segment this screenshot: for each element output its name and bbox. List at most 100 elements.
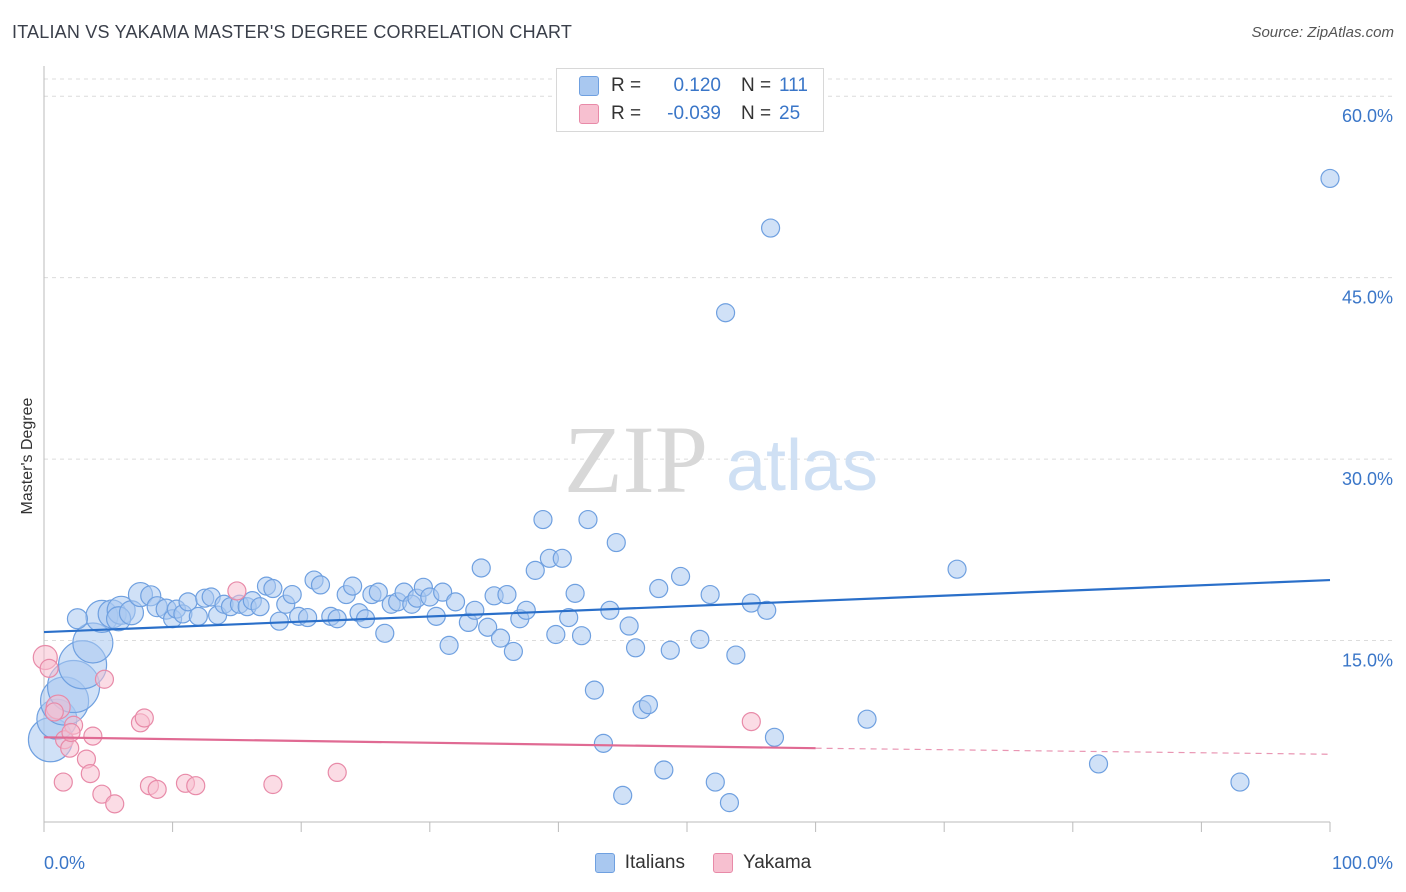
point-yakama bbox=[44, 702, 64, 722]
point-yakama bbox=[92, 784, 112, 804]
point-italians bbox=[857, 709, 877, 729]
point-italians bbox=[670, 566, 691, 587]
series-legend-yakama: Yakama bbox=[712, 852, 812, 874]
series-legend: Italians Yakama bbox=[0, 852, 1406, 874]
point-italians bbox=[66, 608, 89, 630]
legend-swatch-italians bbox=[579, 76, 599, 96]
legend-r-label: R = bbox=[611, 75, 642, 96]
legend-n-value: 25 bbox=[779, 103, 801, 124]
point-italians bbox=[705, 772, 725, 792]
watermark: ZIP atlas bbox=[564, 406, 878, 513]
legend-n-value: 111 bbox=[779, 75, 808, 96]
point-italians bbox=[578, 509, 598, 530]
watermark-atlas: atlas bbox=[726, 426, 878, 506]
series-legend-italians: Italians bbox=[594, 852, 685, 874]
point-yakama bbox=[327, 762, 347, 783]
point-yakama bbox=[94, 669, 115, 689]
point-italians bbox=[250, 597, 270, 617]
point-italians bbox=[552, 548, 572, 568]
legend-n-label: N = bbox=[741, 75, 772, 96]
point-italians bbox=[1088, 754, 1109, 774]
series-swatch-italians bbox=[594, 853, 615, 873]
point-italians bbox=[533, 509, 553, 530]
point-italians bbox=[471, 558, 491, 578]
point-italians bbox=[584, 680, 605, 700]
point-italians bbox=[565, 583, 585, 603]
point-italians bbox=[757, 600, 777, 620]
point-italians bbox=[593, 733, 614, 753]
point-italians bbox=[503, 641, 523, 662]
point-italians bbox=[310, 575, 331, 595]
x-tick-label-min: 0.0% bbox=[44, 853, 85, 873]
point-italians bbox=[516, 600, 536, 620]
correlation-legend: R = 0.120 N = 111 R = -0.039 N = 25 bbox=[556, 68, 824, 132]
point-italians bbox=[690, 629, 710, 649]
legend-r-value: 0.120 bbox=[673, 75, 721, 96]
trend-line-yakama bbox=[43, 736, 816, 750]
grid-lines bbox=[44, 78, 1394, 642]
y-tick-label: 15.0% bbox=[1342, 651, 1393, 671]
point-italians bbox=[700, 584, 720, 605]
y-tick-label: 45.0% bbox=[1342, 288, 1393, 308]
trend-extension-yakama bbox=[815, 747, 1331, 755]
x-tick-label-max: 100.0% bbox=[1332, 853, 1393, 873]
chart-source: Source: ZipAtlas.com bbox=[1251, 24, 1394, 41]
point-italians bbox=[445, 592, 466, 612]
point-italians bbox=[571, 626, 592, 646]
point-italians bbox=[546, 624, 566, 645]
point-italians bbox=[660, 640, 680, 660]
point-yakama bbox=[227, 581, 247, 601]
point-italians bbox=[478, 617, 498, 637]
point-italians bbox=[465, 600, 485, 620]
point-italians bbox=[947, 559, 967, 579]
point-italians bbox=[726, 645, 746, 665]
point-yakama bbox=[741, 711, 761, 732]
point-italians bbox=[263, 578, 283, 599]
point-yakama bbox=[105, 794, 125, 814]
series-label-italians: Italians bbox=[624, 852, 685, 873]
point-italians bbox=[760, 218, 781, 238]
point-italians bbox=[525, 560, 545, 580]
point-yakama bbox=[147, 779, 167, 799]
y-tick-label: 60.0% bbox=[1342, 106, 1393, 126]
point-italians bbox=[368, 582, 388, 602]
point-italians bbox=[764, 727, 785, 747]
tick-labels: 15.0% 30.0% 45.0% 60.0% 0.0% 100.0% bbox=[44, 106, 1393, 873]
point-italians bbox=[327, 609, 347, 629]
legend-r-label: R = bbox=[611, 103, 642, 124]
point-italians bbox=[282, 584, 302, 605]
watermark-zip: ZIP bbox=[564, 406, 708, 513]
legend-row-yakama: R = -0.039 N = 25 bbox=[579, 101, 800, 127]
point-italians bbox=[1320, 168, 1340, 189]
trend-line-italians bbox=[43, 578, 1331, 634]
point-italians bbox=[649, 578, 669, 599]
legend-row-italians: R = 0.120 N = 111 bbox=[579, 73, 808, 99]
point-italians bbox=[269, 611, 289, 631]
trend-lines bbox=[43, 578, 1331, 755]
point-yakama bbox=[263, 774, 283, 795]
point-italians bbox=[343, 576, 363, 596]
point-yakama bbox=[134, 708, 154, 728]
point-italians bbox=[1230, 772, 1250, 792]
point-italians bbox=[490, 628, 511, 648]
point-italians bbox=[559, 607, 579, 628]
legend-swatch-yakama bbox=[579, 104, 599, 124]
point-yakama bbox=[186, 776, 206, 796]
point-italians bbox=[497, 584, 517, 605]
point-yakama bbox=[39, 658, 59, 678]
point-italians bbox=[619, 616, 639, 636]
point-italians bbox=[439, 635, 459, 655]
y-tick-label: 30.0% bbox=[1342, 469, 1393, 489]
point-italians bbox=[638, 695, 659, 715]
point-italians bbox=[613, 785, 633, 805]
point-italians bbox=[606, 532, 626, 553]
point-italians bbox=[654, 760, 674, 780]
point-italians bbox=[719, 793, 740, 813]
point-yakama bbox=[53, 772, 73, 792]
point-italians bbox=[298, 607, 318, 628]
point-yakama bbox=[80, 764, 100, 784]
series-label-yakama: Yakama bbox=[742, 852, 812, 873]
chart-title: ITALIAN VS YAKAMA MASTER'S DEGREE CORREL… bbox=[12, 22, 573, 42]
legend-n-label: N = bbox=[741, 103, 772, 124]
point-italians bbox=[433, 582, 453, 602]
